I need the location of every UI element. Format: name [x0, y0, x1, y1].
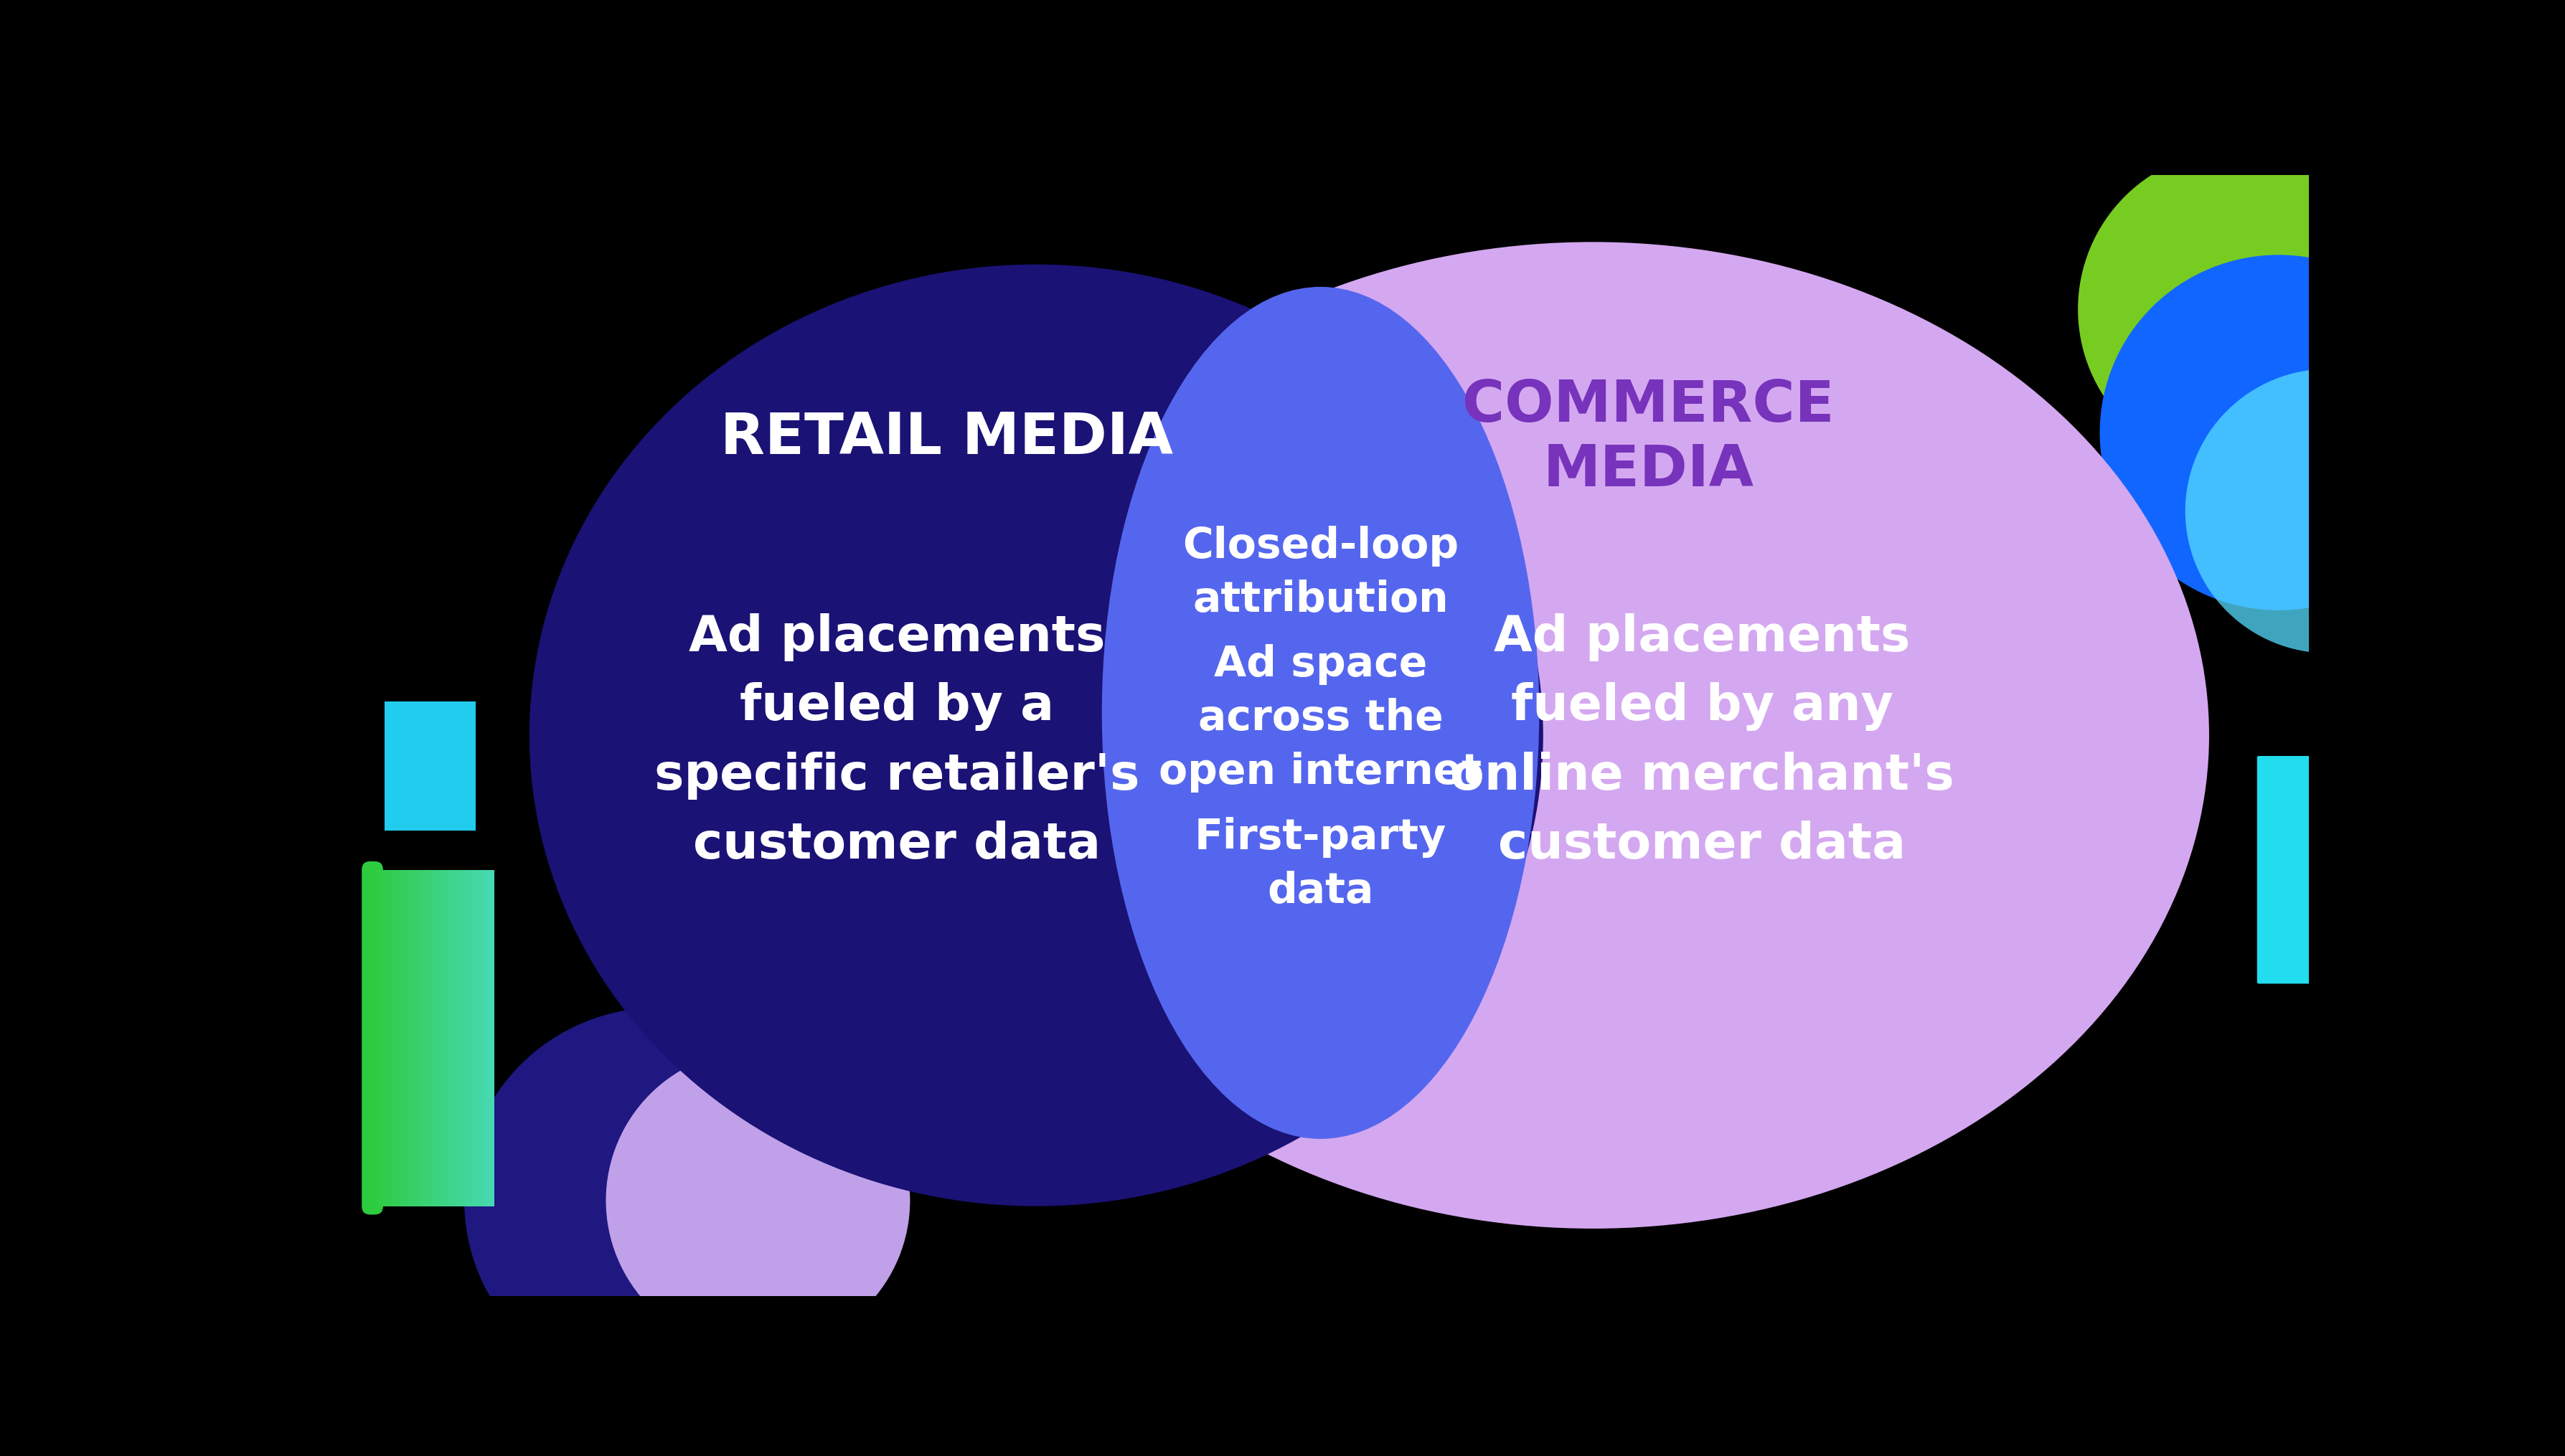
- Bar: [487, 869, 492, 1206]
- Bar: [441, 869, 446, 1206]
- Bar: [459, 869, 464, 1206]
- Bar: [392, 869, 395, 1206]
- Bar: [374, 869, 377, 1206]
- Circle shape: [464, 1008, 854, 1393]
- Bar: [390, 869, 392, 1206]
- FancyBboxPatch shape: [362, 860, 385, 1216]
- Ellipse shape: [1103, 287, 1539, 1139]
- Text: COMMERCE
MEDIA: COMMERCE MEDIA: [1462, 379, 1834, 498]
- Bar: [382, 869, 387, 1206]
- Bar: [405, 869, 408, 1206]
- Bar: [395, 869, 400, 1206]
- Bar: [416, 869, 421, 1206]
- Bar: [467, 869, 469, 1206]
- Bar: [436, 869, 439, 1206]
- Bar: [439, 869, 441, 1206]
- Bar: [446, 869, 451, 1206]
- Bar: [421, 869, 423, 1206]
- Bar: [490, 869, 495, 1206]
- Bar: [454, 869, 457, 1206]
- Bar: [385, 702, 475, 830]
- Bar: [398, 869, 403, 1206]
- Text: First-party
data: First-party data: [1195, 817, 1447, 911]
- Text: Ad placements
fueled by any
online merchant's
customer data: Ad placements fueled by any online merch…: [1449, 613, 1955, 869]
- Bar: [444, 869, 449, 1206]
- Bar: [457, 869, 462, 1206]
- FancyBboxPatch shape: [2257, 756, 2342, 984]
- Bar: [380, 869, 385, 1206]
- Text: Ad placements
fueled by a
specific retailer's
customer data: Ad placements fueled by a specific retai…: [654, 613, 1139, 869]
- Bar: [400, 869, 405, 1206]
- Bar: [462, 869, 467, 1206]
- Bar: [413, 869, 418, 1206]
- Circle shape: [605, 1050, 911, 1351]
- Circle shape: [2078, 150, 2401, 469]
- Bar: [377, 869, 380, 1206]
- Bar: [475, 869, 480, 1206]
- Bar: [477, 869, 482, 1206]
- Bar: [385, 869, 390, 1206]
- Circle shape: [2185, 368, 2473, 654]
- Bar: [451, 869, 454, 1206]
- Bar: [472, 869, 477, 1206]
- Bar: [423, 869, 426, 1206]
- Circle shape: [2101, 255, 2457, 610]
- Text: RETAIL MEDIA: RETAIL MEDIA: [721, 411, 1172, 466]
- Bar: [469, 869, 472, 1206]
- Ellipse shape: [528, 265, 1544, 1206]
- Bar: [408, 869, 410, 1206]
- Bar: [431, 869, 436, 1206]
- Bar: [428, 869, 433, 1206]
- Text: Ad space
across the
open internet: Ad space across the open internet: [1159, 644, 1483, 792]
- Bar: [426, 869, 431, 1206]
- Bar: [482, 869, 485, 1206]
- Bar: [410, 869, 416, 1206]
- Bar: [485, 869, 487, 1206]
- Ellipse shape: [977, 242, 2208, 1229]
- Text: Closed-loop
attribution: Closed-loop attribution: [1182, 526, 1459, 620]
